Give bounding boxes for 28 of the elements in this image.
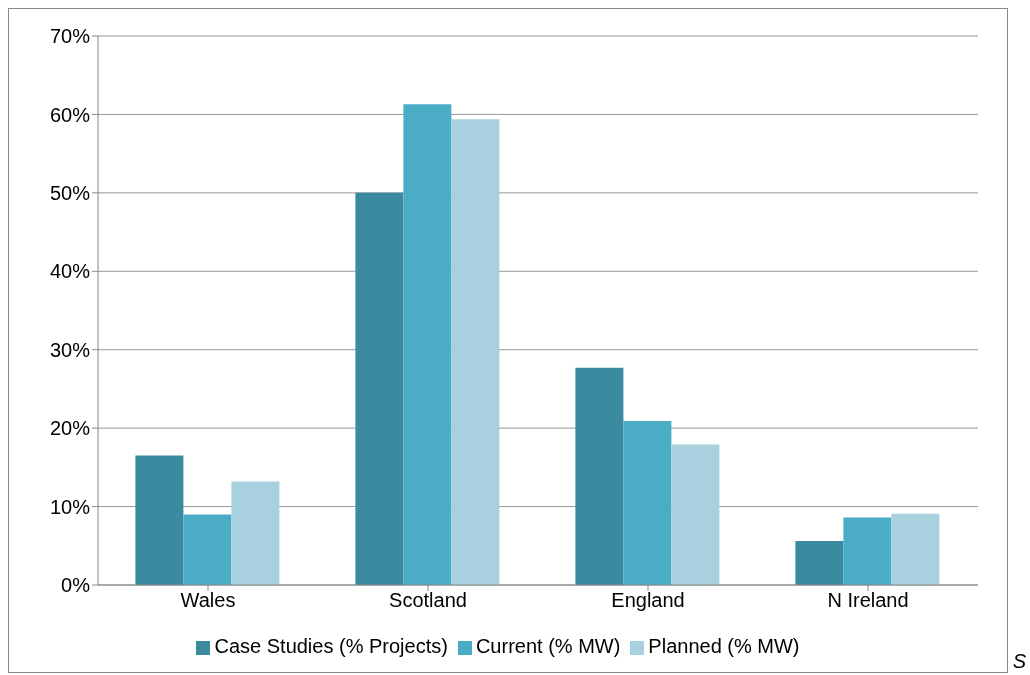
x-tick-label: Wales — [180, 589, 236, 612]
bar — [843, 517, 892, 585]
bar — [451, 119, 500, 585]
y-tick-label: 30% — [49, 338, 91, 361]
bar — [891, 513, 940, 585]
bar — [795, 541, 844, 585]
bar — [231, 481, 280, 585]
bar — [355, 192, 404, 585]
legend-label: Case Studies (% Projects) — [214, 635, 448, 657]
bar — [671, 444, 720, 585]
x-tick-label: England — [611, 589, 685, 612]
y-tick-label: 40% — [49, 260, 91, 283]
text: S — [1012, 650, 1026, 673]
x-tick-label: Scotland — [389, 589, 467, 612]
bar — [623, 421, 672, 585]
y-tick-label: 0% — [61, 574, 91, 597]
bar — [403, 104, 452, 585]
bar — [575, 367, 624, 585]
bar — [135, 455, 184, 585]
y-tick-label: 20% — [49, 417, 91, 440]
x-tick-label: N Ireland — [827, 589, 909, 612]
legend-label: Current (% MW) — [475, 635, 621, 657]
y-tick-label: 60% — [49, 103, 91, 126]
y-tick-label: 10% — [49, 495, 91, 518]
y-tick-label: 70% — [49, 25, 91, 48]
y-tick-label: 50% — [49, 181, 91, 204]
legend-label: Planned (% MW) — [648, 635, 800, 657]
bar — [183, 514, 232, 585]
